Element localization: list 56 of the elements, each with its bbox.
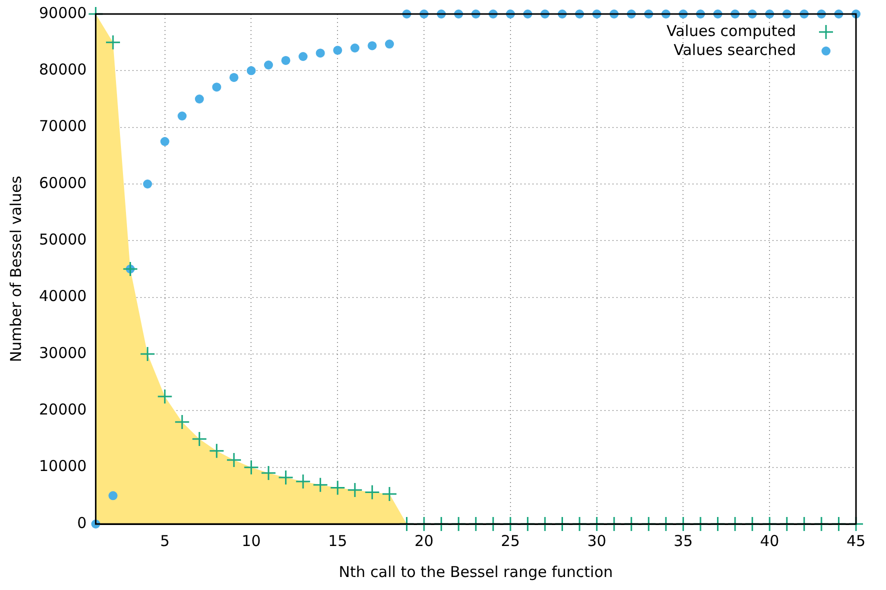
y-tick-label: 10000 xyxy=(39,457,87,476)
point xyxy=(243,460,259,476)
point xyxy=(212,82,222,92)
point xyxy=(194,94,204,104)
point xyxy=(368,41,377,50)
y-tick-label: 30000 xyxy=(39,344,87,362)
point xyxy=(229,72,238,82)
point xyxy=(157,388,173,404)
point xyxy=(347,482,363,498)
x-tick-label: 10 xyxy=(242,532,261,550)
x-tick-label: 30 xyxy=(587,532,606,550)
point xyxy=(382,486,398,502)
y-tick-label: 80000 xyxy=(39,60,87,79)
point xyxy=(178,112,187,120)
y-tick-label: 50000 xyxy=(39,230,87,249)
point xyxy=(364,484,380,500)
x-axis-title: Nth call to the Bessel range function xyxy=(338,562,613,581)
point xyxy=(333,46,342,55)
point xyxy=(350,44,360,52)
point xyxy=(312,477,328,493)
x-tick-label: 20 xyxy=(414,532,434,550)
point xyxy=(122,261,138,277)
point xyxy=(140,346,156,362)
x-tick-label: 15 xyxy=(328,532,348,550)
x-tick-label: 5 xyxy=(160,532,170,550)
point xyxy=(160,137,170,146)
point xyxy=(105,34,121,50)
point xyxy=(192,431,208,447)
point xyxy=(143,180,152,188)
point xyxy=(174,414,190,430)
x-tick-label: 35 xyxy=(674,532,693,550)
point xyxy=(316,48,325,58)
y-tick-label: 0 xyxy=(77,514,87,532)
point xyxy=(108,491,118,500)
point xyxy=(278,470,294,486)
x-tick-label: 25 xyxy=(500,532,520,550)
legend-label: Values searched xyxy=(674,40,796,59)
y-axis-title: Number of Bessel values xyxy=(6,176,25,362)
x-tick-label: 45 xyxy=(846,532,866,550)
y-tick-label: 70000 xyxy=(39,117,87,136)
y-tick-label: 60000 xyxy=(39,174,87,192)
y-tick-label: 40000 xyxy=(39,287,87,306)
y-tick-label: 90000 xyxy=(39,4,87,22)
point xyxy=(246,66,256,76)
point xyxy=(295,474,311,490)
point xyxy=(330,480,346,496)
point xyxy=(281,56,290,65)
point xyxy=(208,443,224,459)
y-tick-label: 20000 xyxy=(39,400,87,419)
point xyxy=(264,60,274,70)
x-tick-label: 40 xyxy=(760,532,780,550)
point xyxy=(384,40,394,49)
point xyxy=(226,452,242,468)
point xyxy=(298,52,308,61)
legend-label: Values computed xyxy=(666,22,796,40)
point xyxy=(260,465,276,481)
